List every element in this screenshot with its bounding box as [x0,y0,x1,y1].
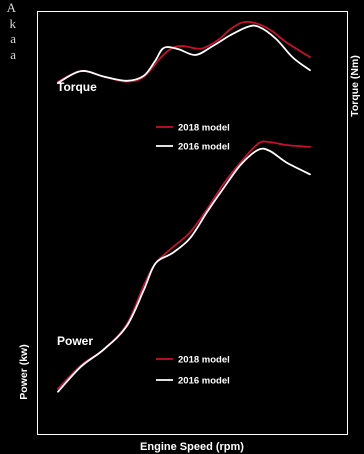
x-axis-label: Engine Speed (rpm) [140,441,244,453]
cropped-side-text: A k a a [0,0,16,62]
legend-label-2018: 2018 model [178,355,230,366]
legend-label-2016: 2016 model [178,376,230,387]
legend-label-2016: 2016 model [178,142,230,153]
panel-title-power: Power [57,334,93,348]
side-text-line: a [10,31,16,46]
panel-title-torque: Torque [57,80,97,94]
y-axis-label-left: Power (kw) [18,344,30,399]
plot-frame [37,11,348,435]
legend-label-2018: 2018 model [178,123,230,134]
power-series-2016-model [57,147,311,393]
side-text-line: k [9,15,17,31]
torque-series-2016-model [57,24,311,84]
side-text-line: A [6,0,16,15]
side-text-line: a [10,46,16,62]
curve-layer [57,20,311,393]
power-series-2018-model [57,140,311,390]
y-axis-label-right: Torque (Nm) [349,55,361,117]
